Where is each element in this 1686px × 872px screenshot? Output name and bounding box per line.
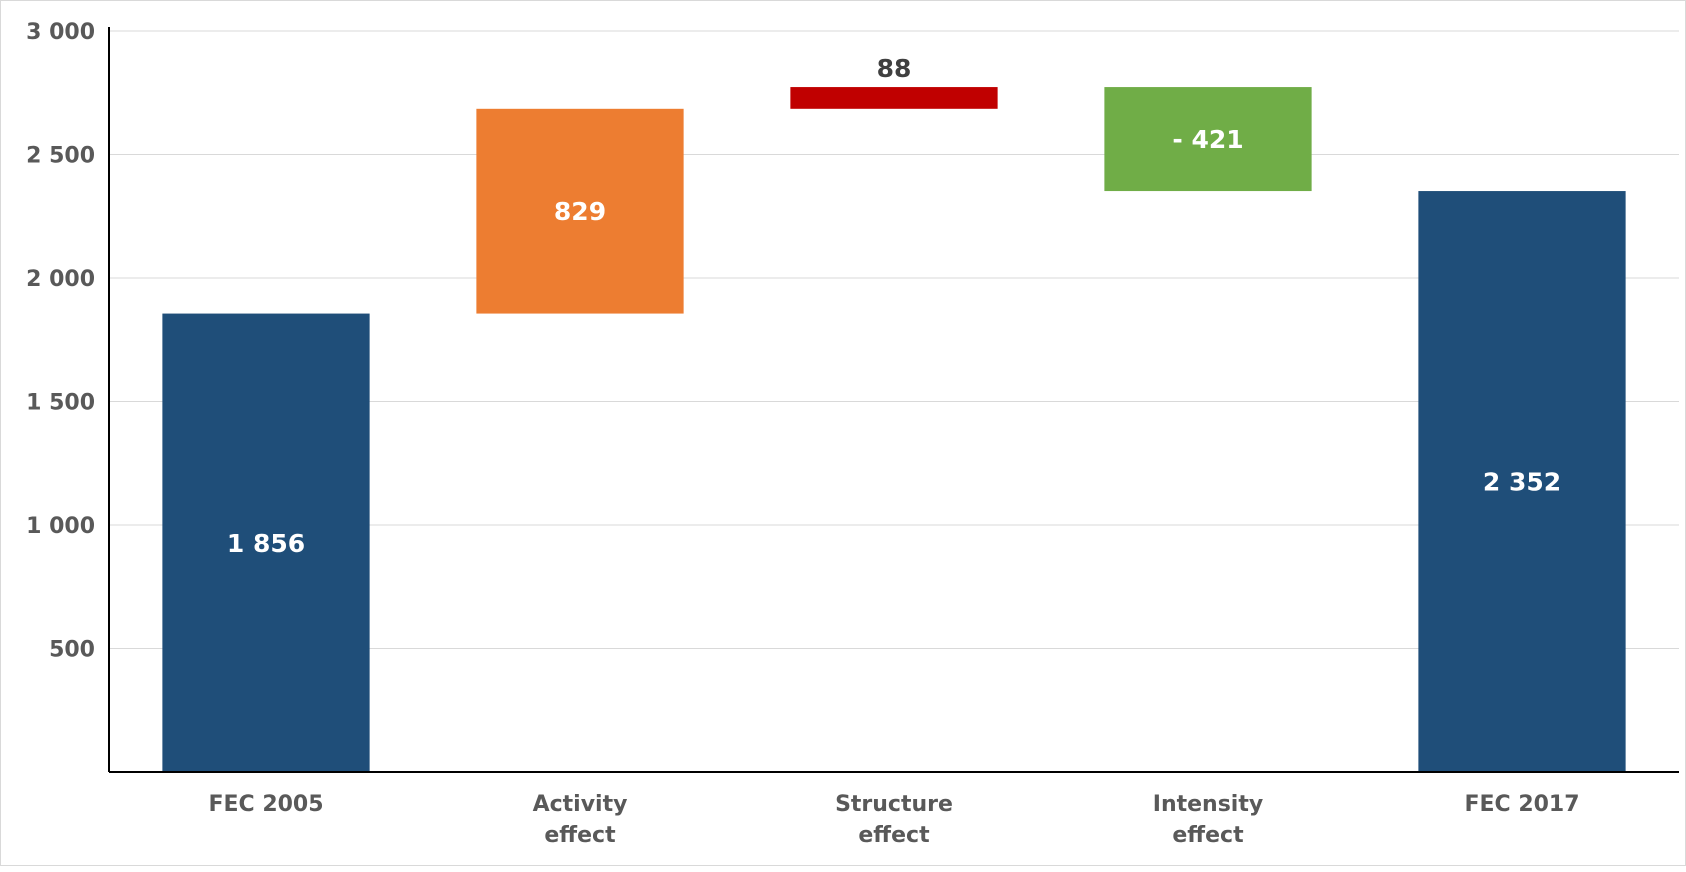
y-tick-label: 500	[49, 638, 95, 663]
y-axis-tick-labels: 500 1 000 1 500 2 000 2 500 3 000	[26, 20, 95, 663]
bars	[162, 87, 1626, 772]
data-labels: 1 856 829 88 - 421 2 352	[227, 54, 1561, 558]
gridlines	[109, 30, 1679, 649]
y-tick-label: 2 500	[26, 144, 95, 169]
y-tick-label: 1 500	[26, 391, 95, 416]
x-tick-label: FEC 2005	[208, 792, 323, 817]
bar	[1418, 191, 1626, 772]
bar	[790, 87, 998, 109]
y-tick-label: 3 000	[26, 20, 95, 45]
bar	[476, 108, 684, 314]
data-label: 1 856	[227, 529, 305, 558]
x-tick-label: Intensity effect	[1153, 792, 1263, 848]
x-axis-tick-labels: FEC 2005 Activity effect Structure effect Int…	[208, 792, 1579, 848]
y-tick-label: 2 000	[26, 267, 95, 292]
data-label: 829	[554, 197, 606, 226]
x-tick-label: Activity effect	[533, 792, 628, 848]
x-tick-label: FEC 2017	[1464, 792, 1579, 817]
data-label: - 421	[1172, 125, 1243, 154]
data-label: 88	[877, 54, 912, 83]
x-tick-label: Structure effect	[835, 792, 953, 848]
bar	[162, 313, 370, 772]
y-tick-label: 1 000	[26, 514, 95, 539]
data-label: 2 352	[1483, 468, 1561, 497]
bar	[1104, 87, 1312, 192]
